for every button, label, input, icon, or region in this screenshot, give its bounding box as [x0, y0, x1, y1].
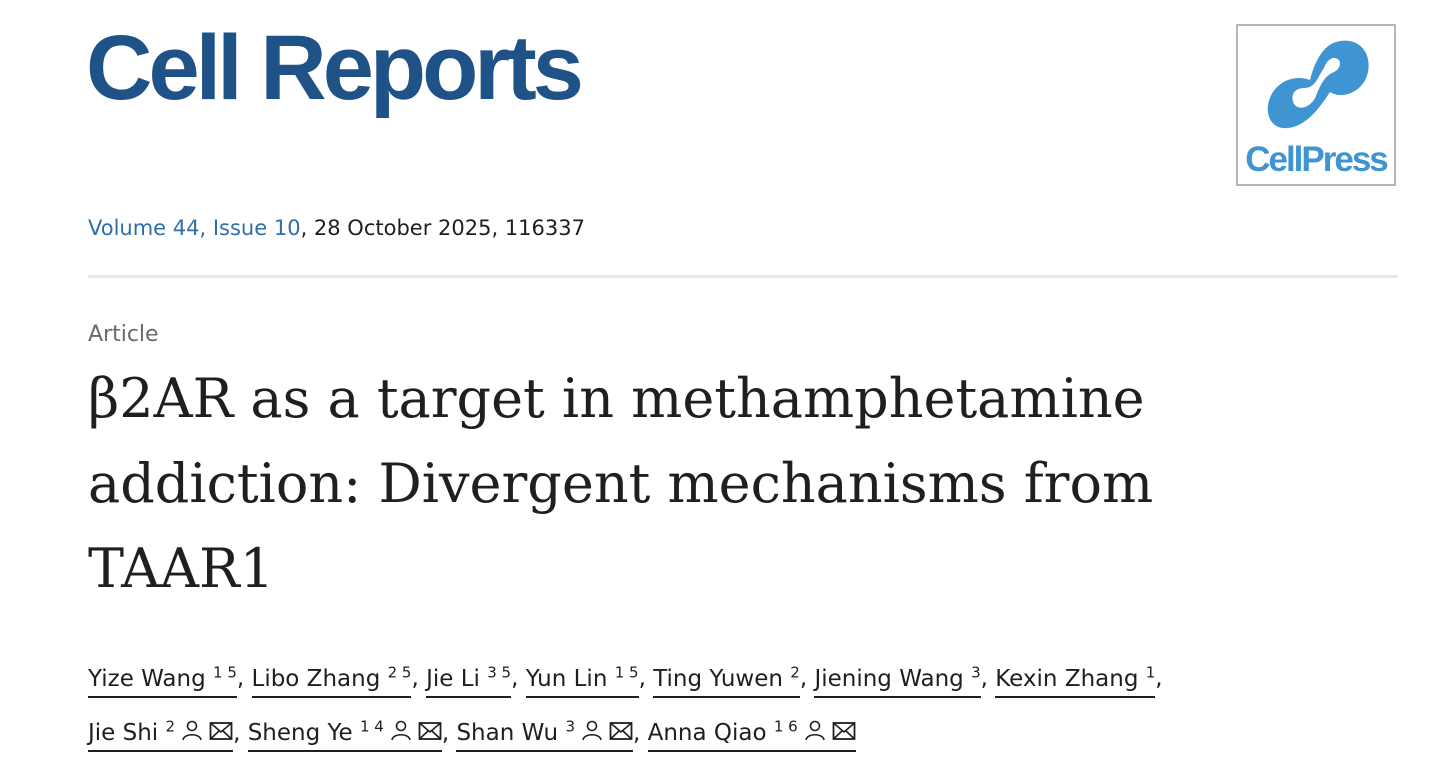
affiliation-marks: 3 — [971, 663, 981, 681]
author-link[interactable]: Yize Wang 1 5 — [88, 663, 237, 698]
affiliation-marks: 2 — [790, 663, 800, 681]
author-name: Kexin Zhang — [995, 665, 1139, 692]
separator: , — [236, 665, 252, 692]
person-icon — [390, 710, 412, 758]
person-icon — [804, 710, 826, 758]
issue-link[interactable]: Volume 44, Issue 10 — [88, 216, 301, 240]
envelope-icon — [832, 710, 856, 758]
envelope-icon — [418, 710, 442, 758]
affiliation-marks: 1 5 — [614, 663, 639, 681]
author-name: Shan Wu — [456, 720, 559, 747]
author-link[interactable]: Yun Lin 1 5 — [525, 663, 639, 698]
cellpress-mark-icon — [1267, 40, 1369, 129]
separator: , — [511, 665, 526, 692]
affiliation-marks: 1 5 — [213, 663, 237, 681]
author-name: Sheng Ye — [247, 720, 353, 747]
author-link[interactable]: Anna Qiao 1 6 — [647, 717, 856, 753]
author-link[interactable]: Libo Zhang 2 5 — [251, 663, 412, 698]
author-name: Libo Zhang — [251, 665, 381, 692]
author-link[interactable]: Kexin Zhang 1 — [995, 663, 1156, 698]
author-name: Jie Li — [426, 665, 480, 692]
author-link[interactable]: Jie Li 3 5 — [426, 663, 512, 698]
envelope-icon — [609, 710, 633, 758]
separator: , — [638, 665, 654, 692]
author-name: Yun Lin — [525, 665, 608, 692]
affiliation-marks: 1 — [1145, 663, 1156, 681]
envelope-icon — [209, 710, 233, 758]
author-name: Jiening Wang — [814, 665, 964, 692]
article-title: β2AR as a target in methamphetamine addi… — [88, 367, 1154, 600]
author-link[interactable]: Sheng Ye 1 4 — [247, 717, 442, 753]
cellpress-wordmark: CellPress — [1245, 140, 1389, 179]
affiliation-marks: 1 6 — [773, 717, 798, 736]
author-list: Yize Wang 1 5, Libo Zhang 2 5, Jie Li 3 … — [88, 648, 1388, 758]
separator: , — [799, 665, 815, 692]
author-name: Ting Yuwen — [653, 665, 783, 692]
author-link[interactable]: Jie Shi 2 — [88, 717, 234, 753]
separator: , — [1155, 665, 1163, 692]
citation-line: Volume 44, Issue 10, 28 October 2025, 11… — [88, 216, 585, 240]
affiliation-marks: 1 4 — [359, 717, 384, 736]
author-name: Anna Qiao — [647, 720, 767, 747]
author-link[interactable]: Jiening Wang 3 — [814, 663, 981, 698]
affiliation-marks: 2 5 — [387, 663, 412, 681]
affiliation-marks: 2 — [165, 717, 176, 736]
person-icon — [581, 710, 603, 758]
separator: , — [411, 665, 427, 692]
separator: , — [632, 720, 648, 747]
affiliation-marks: 3 — [565, 717, 575, 736]
article-type: Article — [88, 322, 159, 347]
separator: , — [233, 720, 248, 747]
author-name: Yize Wang — [88, 665, 206, 692]
citation-date: , 28 October 2025, 116337 — [300, 216, 585, 240]
author-name: Jie Shi — [88, 720, 159, 747]
affiliation-marks: 3 5 — [487, 663, 512, 681]
author-link[interactable]: Shan Wu 3 — [456, 717, 633, 753]
separator: , — [980, 665, 996, 692]
cellpress-logo[interactable]: CellPress — [1236, 24, 1396, 186]
author-link[interactable]: Ting Yuwen 2 — [653, 663, 800, 698]
person-icon — [181, 710, 203, 758]
divider — [88, 275, 1398, 278]
journal-logo[interactable]: Cell Reports — [86, 17, 584, 119]
separator: , — [441, 720, 457, 747]
